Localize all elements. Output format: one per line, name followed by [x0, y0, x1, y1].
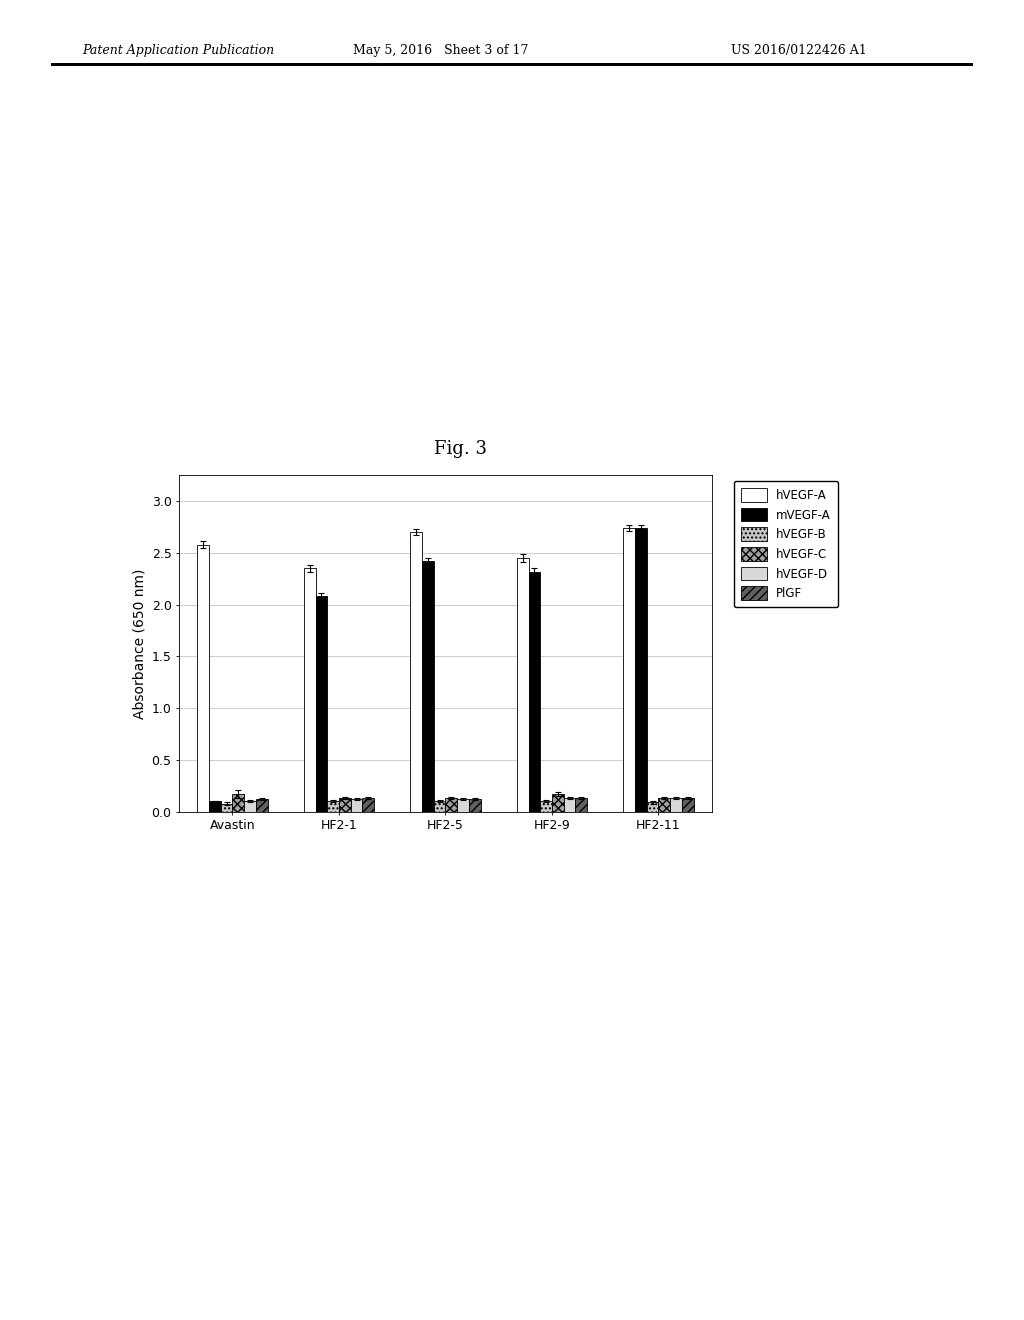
Bar	[445, 799, 457, 812]
Bar	[552, 795, 563, 812]
Bar	[362, 799, 374, 812]
Bar	[563, 799, 575, 812]
Bar	[541, 801, 552, 812]
Bar	[658, 799, 670, 812]
Bar	[328, 801, 339, 812]
Y-axis label: Absorbance (650 nm): Absorbance (650 nm)	[132, 569, 146, 718]
Text: May 5, 2016   Sheet 3 of 17: May 5, 2016 Sheet 3 of 17	[352, 44, 528, 57]
Bar	[647, 803, 658, 812]
Bar	[670, 799, 682, 812]
Bar	[339, 799, 350, 812]
Legend: hVEGF-A, mVEGF-A, hVEGF-B, hVEGF-C, hVEGF-D, PlGF: hVEGF-A, mVEGF-A, hVEGF-B, hVEGF-C, hVEG…	[733, 480, 838, 607]
Text: Fig. 3: Fig. 3	[434, 440, 487, 458]
Bar	[517, 558, 528, 812]
Bar	[350, 800, 362, 812]
Bar	[411, 532, 422, 812]
Text: US 2016/0122426 A1: US 2016/0122426 A1	[731, 44, 866, 57]
Bar	[232, 795, 244, 812]
Bar	[624, 528, 635, 812]
Bar	[198, 545, 209, 812]
Bar	[422, 561, 434, 812]
Bar	[457, 800, 469, 812]
Bar	[528, 572, 541, 812]
Bar	[682, 799, 693, 812]
Bar	[244, 801, 256, 812]
Bar	[469, 800, 480, 812]
Bar	[315, 597, 328, 812]
Bar	[221, 804, 232, 812]
Bar	[256, 800, 267, 812]
Text: Patent Application Publication: Patent Application Publication	[82, 44, 274, 57]
Bar	[575, 799, 587, 812]
Bar	[304, 569, 315, 812]
Bar	[434, 801, 445, 812]
Bar	[635, 528, 647, 812]
Bar	[209, 801, 221, 812]
